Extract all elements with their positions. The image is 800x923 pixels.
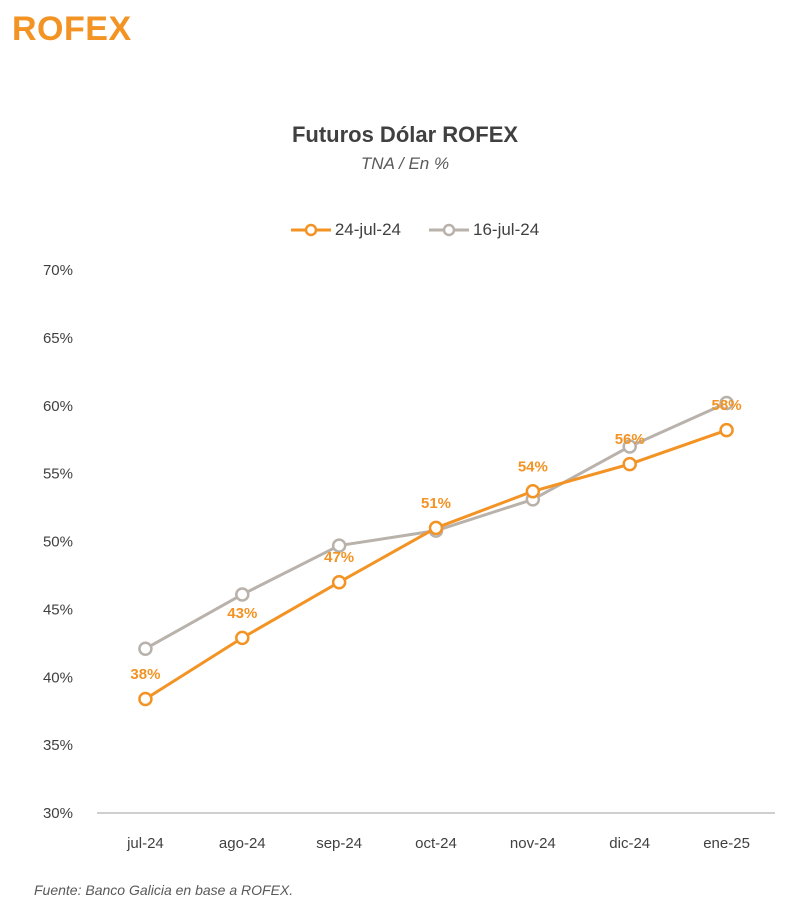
y-tick-label: 55% (43, 466, 73, 483)
y-tick-label: 65% (43, 330, 73, 347)
y-tick-label: 50% (43, 534, 73, 551)
legend-marker-orange-icon (290, 223, 331, 237)
chart-title: Futuros Dólar ROFEX (291, 122, 519, 147)
legend-marker-gray-icon (429, 223, 469, 237)
x-tick-label: ene-25 (703, 835, 750, 852)
legend-label: 24-jul-24 (334, 220, 401, 239)
data-label: 54% (518, 458, 548, 475)
data-point (331, 538, 347, 553)
y-tick-label: 40% (43, 669, 73, 686)
chart-subtitle: TNA / En % (360, 154, 450, 173)
data-label: 38% (130, 666, 160, 683)
y-tick-label: 45% (43, 601, 73, 618)
x-tick-label: nov-24 (510, 835, 556, 852)
chart-legend: 24-jul-24 16-jul-24 (0, 220, 800, 240)
data-point (235, 630, 250, 646)
x-tick-label: oct-24 (415, 835, 457, 852)
data-label: 56% (615, 431, 645, 448)
legend-item-24-jul-24[interactable]: 24-jul-24 (290, 220, 401, 240)
data-point (719, 395, 734, 411)
y-tick-label: 35% (43, 737, 73, 754)
y-tick-label: 30% (43, 805, 73, 822)
legend-label: 16-jul-24 (473, 220, 540, 239)
x-tick-label: jul-24 (126, 835, 164, 852)
data-label: 51% (421, 495, 451, 512)
data-label: 43% (227, 605, 257, 622)
legend-item-16-jul-24[interactable]: 16-jul-24 (429, 220, 539, 240)
x-tick-label: ago-24 (219, 835, 266, 852)
x-tick-label: dic-24 (609, 835, 650, 852)
y-tick-label: 60% (43, 398, 73, 415)
data-point (235, 587, 250, 602)
page-title: ROFEX (12, 10, 132, 48)
data-point (138, 641, 153, 656)
data-point (719, 422, 734, 438)
source-note: Fuente: Banco Galicia en base a ROFEX. (34, 882, 294, 898)
data-point (622, 456, 637, 472)
data-label: 47% (324, 549, 354, 566)
y-tick-label: 70% (43, 262, 73, 279)
x-tick-label: sep-24 (316, 835, 362, 852)
series-line-24-jul-24 (144, 428, 728, 701)
data-point (622, 439, 637, 454)
data-point (428, 520, 444, 536)
data-point (525, 484, 541, 499)
data-label: 58% (712, 397, 742, 414)
data-point (138, 691, 153, 707)
data-point (331, 574, 347, 590)
